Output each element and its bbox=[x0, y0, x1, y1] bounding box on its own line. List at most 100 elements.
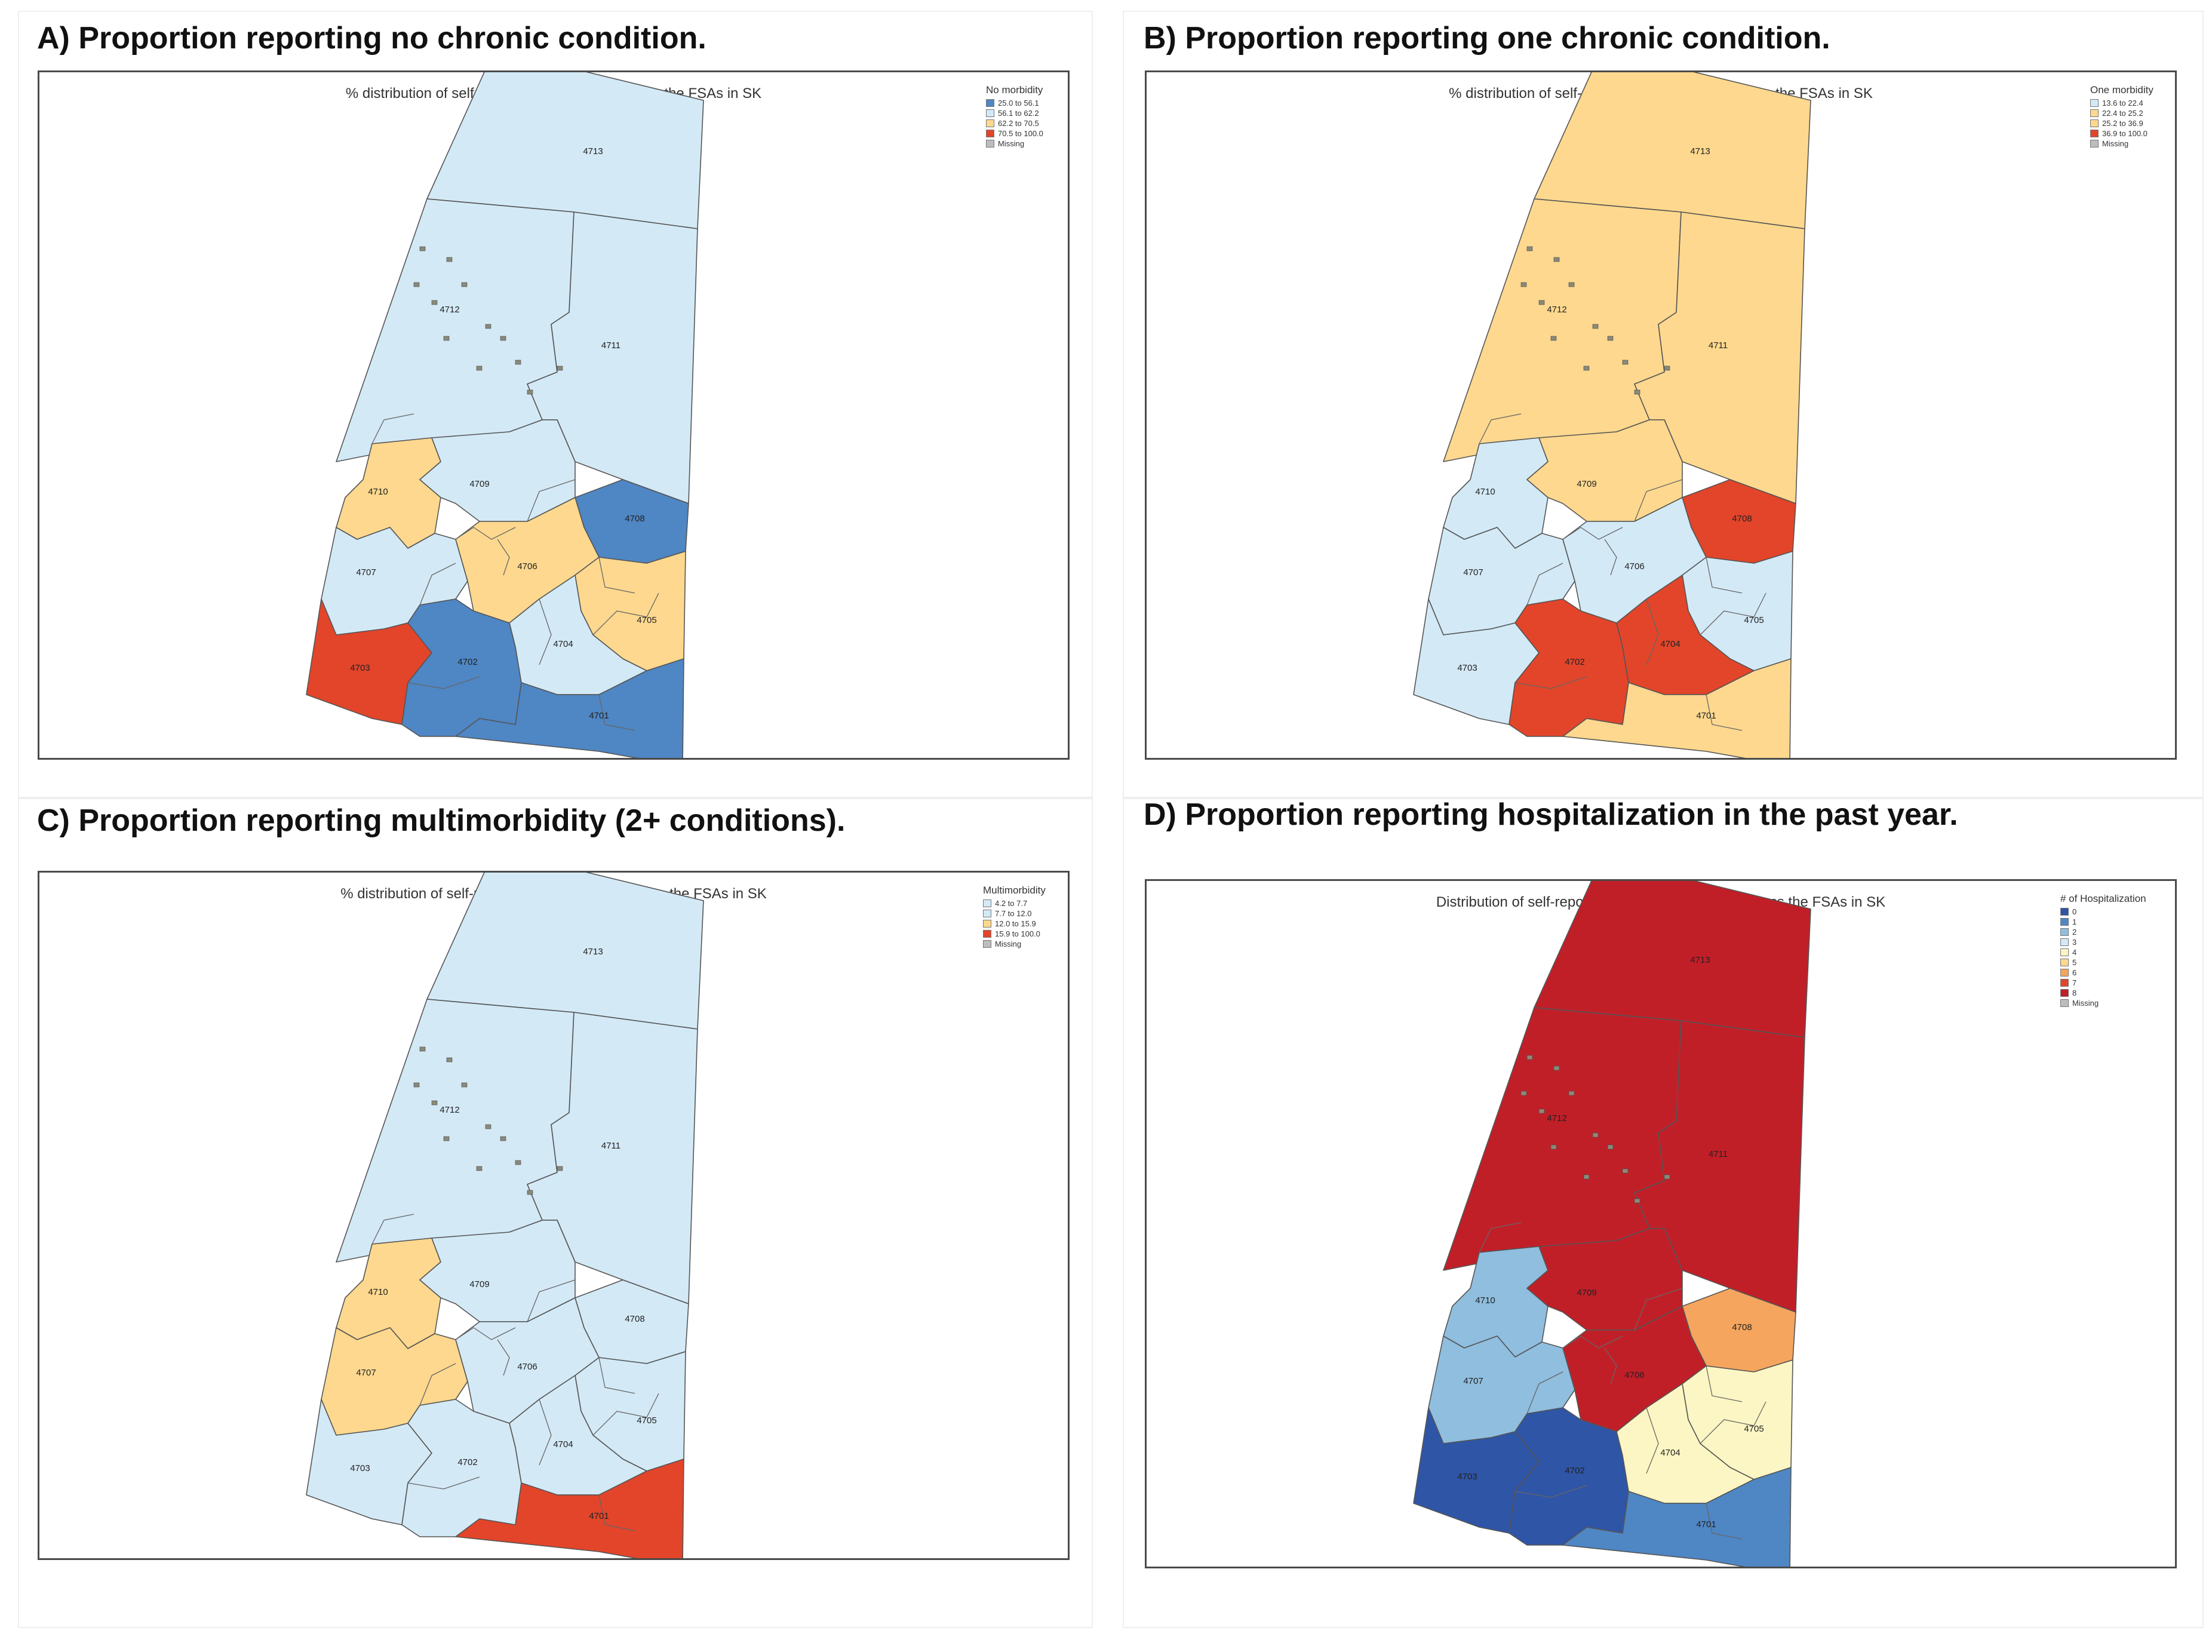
legend-title: # of Hospitalization bbox=[2060, 893, 2146, 904]
legend-swatch bbox=[2060, 969, 2069, 977]
panel-a-heading: A) Proportion reporting no chronic condi… bbox=[37, 21, 706, 56]
fsa-label-4701: 4701 bbox=[589, 1511, 609, 1521]
legend-swatch bbox=[983, 910, 991, 917]
fsa-subboundary bbox=[1634, 479, 1683, 522]
fsa-subboundary bbox=[1562, 527, 1623, 540]
legend-label: 22.4 to 25.2 bbox=[2102, 109, 2143, 118]
legend-label: 7.7 to 12.0 bbox=[995, 909, 1032, 918]
fsa-label-4710: 4710 bbox=[1475, 1295, 1495, 1306]
fsa-label-4702: 4702 bbox=[457, 657, 477, 667]
fsa-label-4707: 4707 bbox=[1463, 567, 1483, 578]
lake-speck bbox=[1607, 336, 1614, 341]
fsa-subboundary bbox=[1706, 694, 1743, 731]
legend-swatch bbox=[983, 940, 991, 948]
legend-item: Missing bbox=[2090, 139, 2153, 149]
fsa-subboundary bbox=[1706, 1503, 1743, 1540]
fsa-label-4711: 4711 bbox=[1709, 1149, 1728, 1159]
fsa-label-4702: 4702 bbox=[457, 1457, 477, 1467]
legend-item: 3 bbox=[2060, 937, 2146, 947]
lake-speck bbox=[1664, 366, 1670, 371]
fsa-label-4711: 4711 bbox=[601, 1141, 620, 1151]
fsa-subboundary bbox=[497, 539, 510, 576]
panel-a-choropleth: 4713 4712 4711 4710 4709 4708 4707 4706 4705 4703… bbox=[306, 72, 704, 758]
fsa-label-4713: 4713 bbox=[583, 947, 603, 957]
fsa-label-4709: 4709 bbox=[1577, 479, 1596, 489]
legend-item: 36.9 to 100.0 bbox=[2090, 128, 2153, 139]
fsa-label-4706: 4706 bbox=[517, 561, 537, 572]
fsa-label-4701: 4701 bbox=[1696, 711, 1716, 721]
fsa-label-4707: 4707 bbox=[356, 1368, 376, 1378]
fsa-region-4704 bbox=[1616, 575, 1755, 695]
lake-speck bbox=[1634, 1198, 1640, 1203]
lake-speck bbox=[1538, 1109, 1545, 1114]
legend-swatch bbox=[2060, 918, 2069, 926]
fsa-subboundary bbox=[1562, 1335, 1623, 1349]
fsa-subboundary bbox=[1526, 563, 1563, 606]
legend-swatch bbox=[2060, 938, 2069, 946]
fsa-subboundary bbox=[497, 1339, 510, 1376]
legend-swatch bbox=[2090, 130, 2099, 137]
panel-d-map: Distribution of self-reported # of hospi… bbox=[1145, 879, 2177, 1568]
lake-speck bbox=[1553, 257, 1560, 262]
fsa-subboundary bbox=[455, 527, 516, 540]
legend-swatch bbox=[2060, 979, 2069, 987]
fsa-region-4704 bbox=[1616, 1383, 1755, 1504]
panel-d-legend: # of Hospitalization 0 1 2 3 4 5 6 7 8 Missing bbox=[2060, 893, 2146, 1008]
fsa-subboundary bbox=[371, 1214, 414, 1245]
legend-swatch bbox=[2090, 109, 2099, 117]
fsa-region-4704 bbox=[509, 1375, 647, 1496]
fsa-subboundary bbox=[1706, 557, 1743, 594]
legend-item: 22.4 to 25.2 bbox=[2090, 108, 2153, 118]
fsa-label-4704: 4704 bbox=[1660, 639, 1680, 649]
lake-speck bbox=[1568, 282, 1575, 287]
legend-title: Multimorbidity bbox=[983, 885, 1046, 896]
legend-swatch bbox=[986, 99, 994, 107]
fsa-label-4703: 4703 bbox=[350, 1463, 370, 1473]
fsa-label-4708: 4708 bbox=[625, 1314, 644, 1324]
legend-item: Missing bbox=[2060, 998, 2146, 1008]
lake-speck bbox=[527, 389, 533, 395]
legend-item: 4 bbox=[2060, 947, 2146, 957]
fsa-label-4713: 4713 bbox=[583, 146, 603, 156]
legend-swatch bbox=[983, 899, 991, 907]
lake-speck bbox=[527, 1190, 533, 1195]
lake-speck bbox=[1538, 300, 1545, 305]
legend-item: 6 bbox=[2060, 968, 2146, 978]
lake-speck bbox=[443, 336, 450, 341]
lake-speck bbox=[431, 1100, 438, 1106]
fsa-label-4704: 4704 bbox=[1660, 1448, 1680, 1458]
lake-speck bbox=[1526, 246, 1533, 251]
fsa-label-4704: 4704 bbox=[553, 1439, 573, 1450]
lake-speck bbox=[1553, 1065, 1560, 1071]
legend-label: Missing bbox=[2102, 139, 2129, 148]
legend-swatch bbox=[2060, 908, 2069, 916]
lake-speck bbox=[1583, 366, 1590, 371]
fsa-label-4711: 4711 bbox=[1709, 340, 1728, 351]
legend-swatch bbox=[2060, 959, 2069, 966]
fsa-region-4704 bbox=[509, 575, 647, 695]
fsa-subboundary bbox=[1700, 592, 1766, 635]
fsa-subboundary bbox=[598, 694, 635, 731]
legend-item: 56.1 to 62.2 bbox=[986, 108, 1043, 118]
panel-d-heading: D) Proportion reporting hospitalization … bbox=[1144, 797, 1958, 832]
fsa-label-4701: 4701 bbox=[1696, 1519, 1716, 1530]
fsa-label-4705: 4705 bbox=[637, 1415, 656, 1426]
legend-label: 70.5 to 100.0 bbox=[998, 129, 1043, 138]
lake-speck bbox=[419, 246, 426, 251]
legend-item: 25.2 to 36.9 bbox=[2090, 118, 2153, 128]
legend-swatch bbox=[986, 109, 994, 117]
fsa-label-4703: 4703 bbox=[1457, 663, 1477, 673]
legend-label: 2 bbox=[2072, 928, 2077, 936]
fsa-subboundary bbox=[598, 1494, 635, 1531]
fsa-label-4706: 4706 bbox=[1624, 1370, 1644, 1380]
fsa-label-4705: 4705 bbox=[1744, 1424, 1764, 1434]
lake-speck bbox=[413, 282, 420, 287]
fsa-subboundary bbox=[527, 1279, 576, 1322]
legend-swatch bbox=[2060, 948, 2069, 956]
legend-item: Missing bbox=[986, 139, 1043, 149]
fsa-subboundary bbox=[407, 1476, 480, 1490]
fsa-label-4705: 4705 bbox=[637, 615, 656, 625]
lake-speck bbox=[1592, 1132, 1599, 1138]
lake-speck bbox=[1622, 360, 1629, 365]
legend-swatch bbox=[983, 920, 991, 928]
